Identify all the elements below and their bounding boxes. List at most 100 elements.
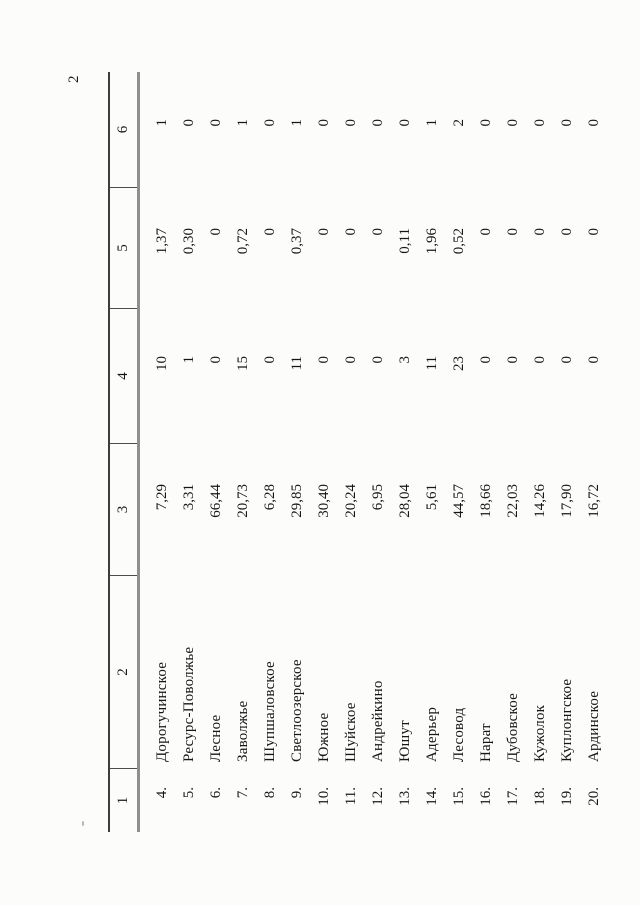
row-name-cell: Нарат <box>478 723 494 762</box>
col4-value-cell: 0 <box>370 356 386 364</box>
col4-value-cell: 0 <box>262 356 278 364</box>
row-name-cell: Шупшаловское <box>262 661 278 762</box>
table-row: 11. Шуйское 20,24 0 0 0 <box>338 72 365 832</box>
col5-value-cell: 0 <box>370 228 386 236</box>
row-name-cell: Шуйское <box>343 702 359 762</box>
row-number-cell: 9. <box>289 787 305 799</box>
col3-value-cell: 17,90 <box>559 484 575 518</box>
col3-value-cell: 7,29 <box>154 484 170 511</box>
col3-value-cell: 20,24 <box>343 484 359 518</box>
col5-value-cell: 1,96 <box>424 228 440 255</box>
row-name-cell: Дубовское <box>505 693 521 762</box>
row-number-cell: 5. <box>181 787 197 799</box>
row-name-cell: Адерьер <box>424 706 440 762</box>
col6-value-cell: 0 <box>505 119 521 127</box>
row-number-cell: 4. <box>154 787 170 799</box>
table-row: 13. Юшут 28,04 3 0,11 0 <box>392 72 419 832</box>
row-number-cell: 8. <box>262 787 278 799</box>
col4-value-cell: 0 <box>505 356 521 364</box>
col4-value-cell: 0 <box>586 356 602 364</box>
row-number-cell: 13. <box>397 787 413 806</box>
row-name-cell: Светлоозерское <box>289 659 305 762</box>
row-number-cell: 6. <box>208 787 224 799</box>
table-row: 10. Южное 30,40 0 0 0 <box>311 72 338 832</box>
row-number-cell: 18. <box>532 787 548 806</box>
col6-value-cell: 0 <box>370 119 386 127</box>
row-name-cell: Куплонгское <box>559 678 575 762</box>
col4-value-cell: 3 <box>397 356 413 364</box>
row-number-cell: 11. <box>343 787 359 806</box>
row-name-cell: Ресурс-Поволжье <box>181 646 197 762</box>
col3-value-cell: 6,95 <box>370 484 386 511</box>
col4-value-cell: 23 <box>451 356 467 371</box>
col6-value-cell: 0 <box>532 119 548 127</box>
col6-value-cell: 0 <box>181 119 197 127</box>
col6-value-cell: 0 <box>208 119 224 127</box>
col6-value-cell: 0 <box>262 119 278 127</box>
col3-value-cell: 16,72 <box>586 484 602 518</box>
col5-value-cell: 0,11 <box>397 228 413 254</box>
col3-value-cell: 29,85 <box>289 484 305 518</box>
table-row: 15. Лесовод 44,57 23 0,52 2 <box>446 72 473 832</box>
row-name-cell: Заволжье <box>235 700 251 762</box>
col3-value-cell: 30,40 <box>316 484 332 518</box>
col6-value-cell: 1 <box>154 119 170 127</box>
col4-value-cell: 0 <box>559 356 575 364</box>
table-row: 17. Дубовское 22,03 0 0 0 <box>500 72 527 832</box>
col4-value-cell: 0 <box>208 356 224 364</box>
col4-value-cell: 11 <box>289 356 305 371</box>
row-name-cell: Южное <box>316 712 332 762</box>
row-name-cell: Андрейкино <box>370 680 386 762</box>
col5-value-cell: 0 <box>478 228 494 236</box>
col4-value-cell: 0 <box>478 356 494 364</box>
table-row: 16. Нарат 18,66 0 0 0 <box>473 72 500 832</box>
row-number-cell: 16. <box>478 787 494 806</box>
col6-value-cell: 1 <box>289 119 305 127</box>
row-number-cell: 12. <box>370 787 386 806</box>
row-name-cell: Кужолок <box>532 704 548 762</box>
col4-value-cell: 0 <box>532 356 548 364</box>
row-name-cell: Юшут <box>397 720 413 762</box>
col4-value-cell: 1 <box>181 356 197 364</box>
col5-value-cell: 0 <box>586 228 602 236</box>
col3-value-cell: 5,61 <box>424 484 440 511</box>
header-col-6: 6 <box>115 125 131 134</box>
header-col-3: 3 <box>110 443 137 575</box>
row-name-cell: Ардинское <box>586 690 602 762</box>
col5-value-cell: 0 <box>505 228 521 236</box>
col3-value-cell: 6,28 <box>262 484 278 511</box>
data-table: 1 2 3 4 5 6 4. Дорогучинское 7,29 10 1,3… <box>108 72 608 832</box>
col3-value-cell: 66,44 <box>208 484 224 518</box>
col4-value-cell: 10 <box>154 356 170 371</box>
table-row: 6. Лесное 66,44 0 0 0 <box>203 72 230 832</box>
table-row: 5. Ресурс-Поволжье 3,31 1 0,30 0 <box>176 72 203 832</box>
col4-value-cell: 15 <box>235 356 251 371</box>
col6-value-cell: 0 <box>586 119 602 127</box>
table-row: 9. Светлоозерское 29,85 11 0,37 1 <box>284 72 311 832</box>
row-number-cell: 20. <box>586 787 602 806</box>
col5-value-cell: 0,37 <box>289 228 305 255</box>
col6-value-cell: 0 <box>559 119 575 127</box>
row-number-cell: 7. <box>235 787 251 799</box>
row-number-cell: 17. <box>505 787 521 806</box>
header-col-5: 5 <box>110 187 137 308</box>
col5-value-cell: 0,52 <box>451 228 467 255</box>
table-row: 20. Ардинское 16,72 0 0 0 <box>581 72 608 832</box>
scan-artifact-mark <box>82 821 84 826</box>
col5-value-cell: 0 <box>532 228 548 236</box>
header-col-4: 4 <box>110 308 137 443</box>
col5-value-cell: 0 <box>559 228 575 236</box>
col3-value-cell: 44,57 <box>451 484 467 518</box>
header-col-2: 2 <box>110 575 137 768</box>
col5-value-cell: 1,37 <box>154 228 170 255</box>
col6-value-cell: 0 <box>397 119 413 127</box>
table-row: 4. Дорогучинское 7,29 10 1,37 1 <box>149 72 176 832</box>
col5-value-cell: 0 <box>262 228 278 236</box>
table-row: 14. Адерьер 5,61 11 1,96 1 <box>419 72 446 832</box>
col5-value-cell: 0 <box>208 228 224 236</box>
col5-value-cell: 0,30 <box>181 228 197 255</box>
table-row: 19. Куплонгское 17,90 0 0 0 <box>554 72 581 832</box>
col5-value-cell: 0 <box>343 228 359 236</box>
col6-value-cell: 0 <box>478 119 494 127</box>
